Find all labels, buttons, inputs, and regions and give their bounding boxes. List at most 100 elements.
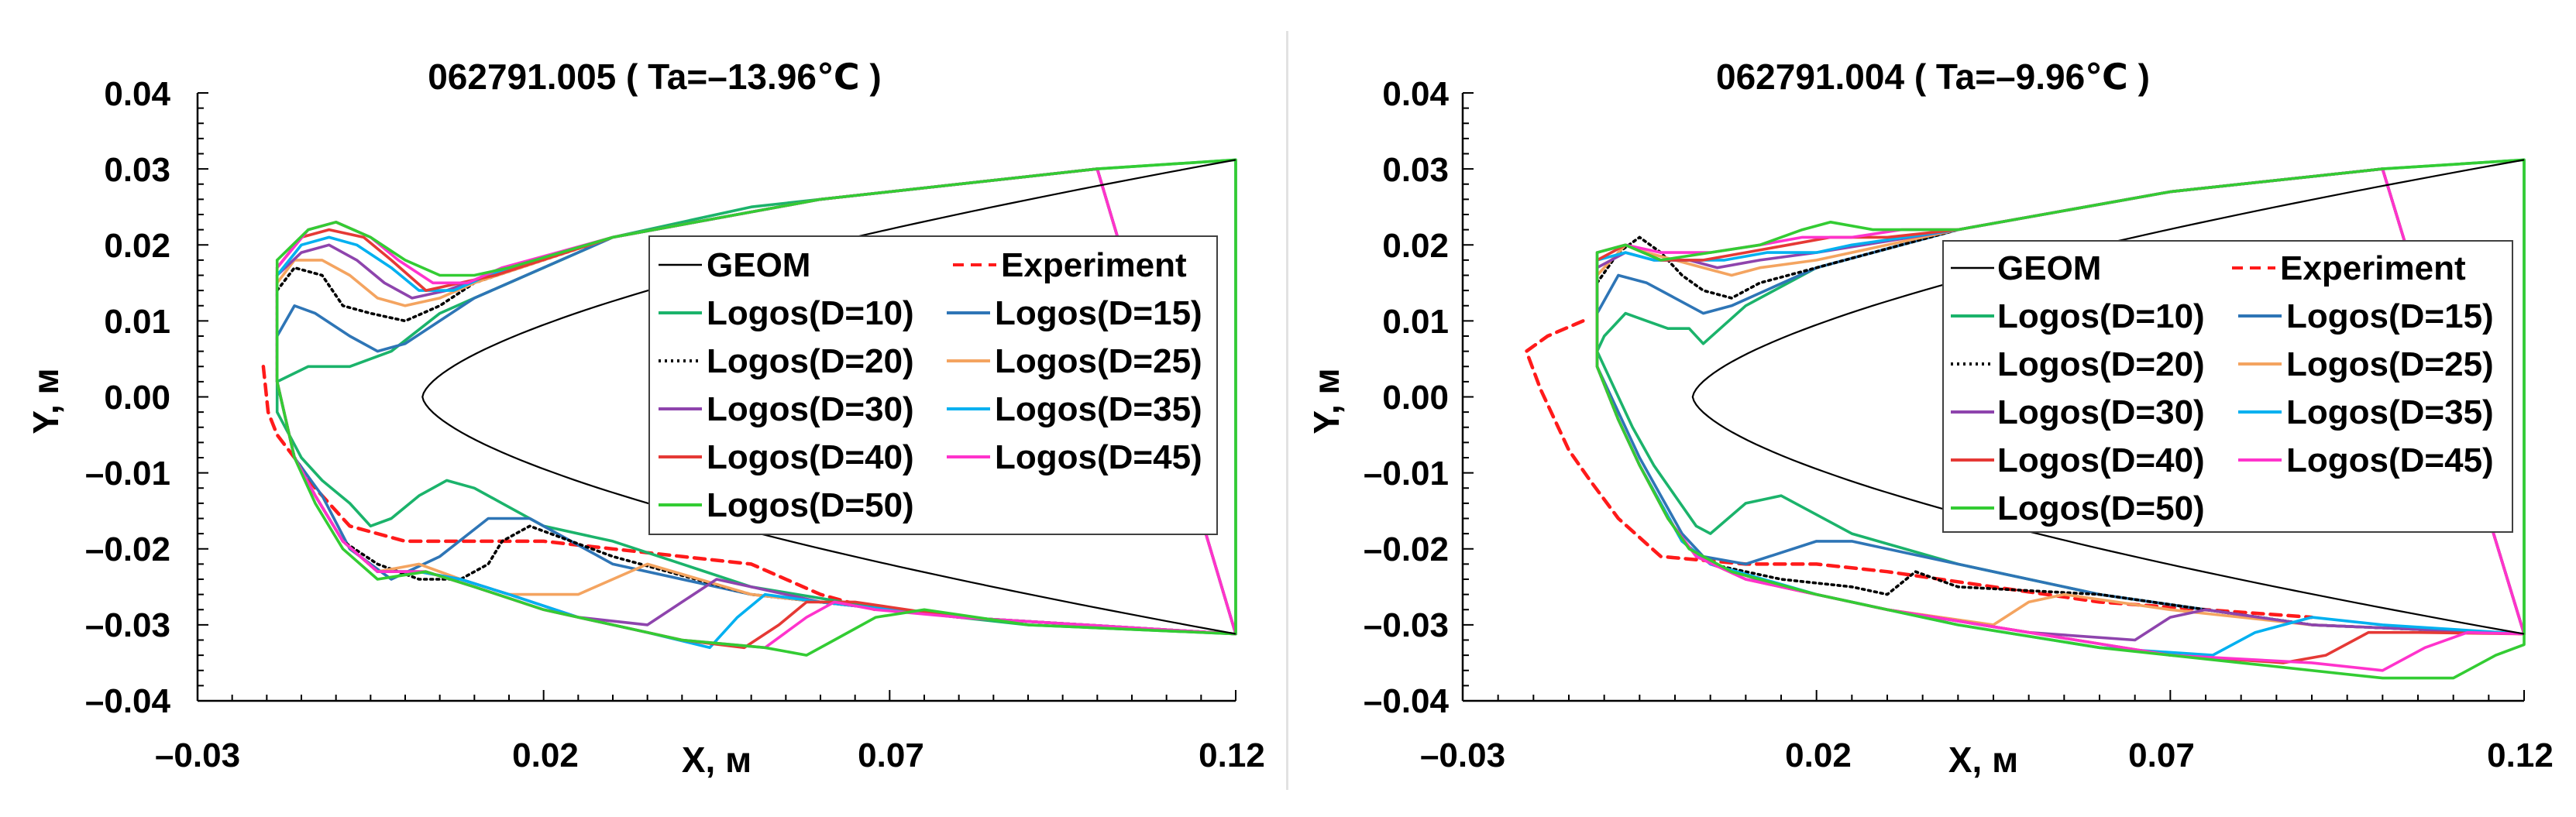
legend-label: Logos(D=20) [707,342,914,380]
legend-label: Logos(D=25) [2286,345,2494,383]
legend-entry: Logos(D=25) [2238,345,2494,383]
x-axis-label: X, м [1948,740,2018,780]
legend-entry: Logos(D=40) [659,438,914,476]
x-tick-labels: –0.03 0.02 0.07 0.12 [155,736,1265,774]
chart-left: 062791.005 ( Ta=–13.96℃ ) Y, м X, м 0.04… [26,57,1265,780]
legend-label: Logos(D=35) [2286,393,2494,431]
y-tick-label: –0.03 [1364,606,1449,644]
legend-entry: Logos(D=10) [659,294,914,332]
legend-box [648,235,1218,535]
y-tick-label: –0.02 [1364,530,1449,568]
x-tick-label: –0.03 [1420,736,1505,774]
x-tick-label: 0.02 [512,736,579,774]
legend-entry: Logos(D=50) [659,486,914,524]
y-tick-label: 0.03 [1382,151,1449,189]
series-line [275,167,1237,650]
legend-label: Logos(D=35) [995,390,1202,428]
legend-box [1942,240,2513,533]
x-tick-label: 0.12 [1199,736,1265,774]
legend-label: Experiment [2280,249,2466,287]
legend-label: Logos(D=45) [2286,441,2494,479]
chart-right: 062791.004 ( Ta=–9.96℃ ) Y, м X, м 0.04 … [1306,57,2554,780]
legend-entry: Logos(D=20) [659,342,914,380]
legend-label: GEOM [707,246,810,284]
legend-label: Logos(D=50) [707,486,914,524]
y-tick-label: 0.02 [104,227,170,265]
legend-entry: Logos(D=35) [947,390,1202,428]
y-tick-label: –0.03 [85,606,170,644]
legend-label: Experiment [1001,246,1187,284]
curves [261,158,1237,657]
panel-divider [1286,31,1288,790]
legend-label: Logos(D=10) [707,294,914,332]
y-tick-labels: 0.04 0.03 0.02 0.01 0.00 –0.01 –0.02 –0.… [1364,75,1450,720]
x-tick-label: 0.02 [1785,736,1852,774]
y-tick-label: 0.00 [104,379,170,417]
chart-title: 062791.005 ( Ta=–13.96℃ ) [428,57,882,97]
series-line [1595,158,2526,680]
legend-entry: Experiment [953,246,1187,284]
legend-label: Logos(D=50) [1997,489,2205,527]
x-tick-label: 0.12 [2487,736,2554,774]
curves [1524,158,2526,680]
legend-entry: Experiment [2232,249,2466,287]
x-tick-label: 0.07 [2128,736,2195,774]
x-tick-labels: –0.03 0.02 0.07 0.12 [1420,736,2554,774]
y-tick-label: 0.01 [1382,303,1449,341]
legend: GEOM Experiment Logos(D=10) Logos(D=15) … [1942,240,2513,533]
legend-entry: Logos(D=30) [659,390,914,428]
y-axis-label: Y, м [26,368,66,434]
y-tick-label: 0.01 [104,303,170,341]
ticks [1462,92,2525,702]
legend-entry: Logos(D=30) [1951,393,2205,431]
chart-title: 062791.004 ( Ta=–9.96℃ ) [1716,57,2150,97]
legend-label: Logos(D=15) [995,294,1202,332]
legend-entry: Logos(D=45) [947,438,1202,476]
y-tick-label: 0.04 [104,75,170,113]
y-tick-label: –0.01 [85,455,170,493]
x-tick-label: 0.07 [858,736,924,774]
legend-label: Logos(D=40) [707,438,914,476]
legend: GEOM Experiment Logos(D=10) Logos(D=15) … [648,235,1218,535]
y-tick-label: –0.01 [1364,455,1449,493]
series-line [1524,319,2314,620]
y-tick-label: 0.03 [104,151,170,189]
legend-entry: GEOM [659,246,810,284]
legend-label: Logos(D=40) [1997,441,2205,479]
legend-entry: Logos(D=35) [2238,393,2494,431]
legend-label: Logos(D=30) [1997,393,2205,431]
y-tick-label: –0.04 [85,682,171,720]
y-tick-label: 0.00 [1382,379,1449,417]
legend-entry: Logos(D=20) [1951,345,2205,383]
y-axis-label: Y, м [1306,368,1346,434]
legend-label: Logos(D=25) [995,342,1202,380]
legend-label: Logos(D=30) [707,390,914,428]
x-tick-label: –0.03 [155,736,240,774]
axes [1461,93,2524,702]
legend-entry: Logos(D=15) [947,294,1202,332]
ticks [197,92,1236,702]
legend-entry: Logos(D=50) [1951,489,2205,527]
axes [196,93,1236,702]
y-tick-label: –0.02 [85,530,170,568]
legend-entry: Logos(D=45) [2238,441,2494,479]
legend-label: Logos(D=20) [1997,345,2205,383]
y-tick-labels: 0.04 0.03 0.02 0.01 0.00 –0.01 –0.02 –0.… [85,75,171,720]
y-tick-label: –0.04 [1364,682,1450,720]
x-axis-label: X, м [682,740,751,780]
series-line [275,158,1237,657]
legend-entry: Logos(D=15) [2238,297,2494,335]
y-tick-label: 0.02 [1382,227,1449,265]
series-line [261,365,878,612]
legend-label: GEOM [1997,249,2101,287]
legend-label: Logos(D=15) [2286,297,2494,335]
legend-label: Logos(D=10) [1997,297,2205,335]
legend-entry: Logos(D=25) [947,342,1202,380]
legend-entry: Logos(D=40) [1951,441,2205,479]
geom-line [1691,159,2525,635]
y-tick-label: 0.04 [1382,75,1449,113]
legend-label: Logos(D=45) [995,438,1202,476]
legend-entry: GEOM [1951,249,2101,287]
geom-contour [1691,159,2525,635]
